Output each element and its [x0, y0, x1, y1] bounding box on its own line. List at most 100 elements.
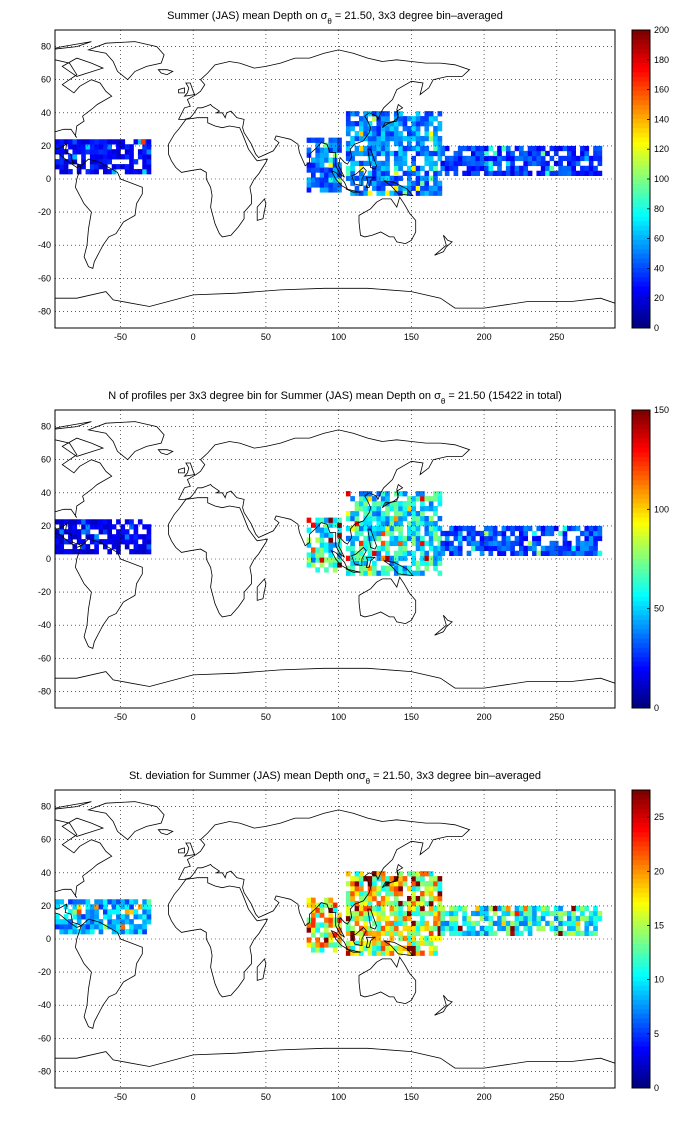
bin-cell	[142, 534, 147, 540]
bin-cell	[571, 905, 577, 912]
bin-cell	[519, 525, 524, 532]
bin-cell	[497, 550, 502, 556]
bin-cell	[89, 919, 95, 925]
bin-cell	[407, 915, 412, 922]
bin-cell	[484, 535, 489, 542]
bin-cell	[324, 542, 329, 548]
bin-cell	[385, 116, 390, 122]
bin-cell	[567, 525, 572, 532]
bin-cell	[345, 905, 351, 912]
bin-cell	[523, 550, 529, 556]
bin-cell	[376, 111, 382, 117]
bin-cell	[332, 932, 338, 938]
bin-cell	[363, 121, 369, 127]
bin-cell	[142, 904, 147, 910]
bin-cell	[479, 150, 485, 157]
bin-cell	[437, 895, 443, 902]
bin-cell	[532, 540, 537, 547]
bin-cell	[433, 555, 438, 561]
bin-cell	[107, 144, 113, 150]
bin-cell	[319, 162, 325, 168]
bin-cell	[428, 185, 434, 191]
bin-cell	[536, 905, 542, 912]
bin-cell	[311, 927, 316, 933]
bin-cell	[457, 535, 463, 542]
colorbar-step	[632, 619, 650, 625]
bin-cell	[444, 925, 450, 932]
bin-cell	[407, 170, 412, 176]
bin-cell	[72, 914, 78, 920]
bin-cell	[306, 152, 312, 158]
bin-cell	[324, 527, 329, 533]
colorbar-step	[632, 323, 650, 329]
bin-cell	[372, 170, 377, 176]
colorbar-step	[632, 971, 650, 977]
bin-cell	[398, 915, 403, 922]
bin-cell	[332, 522, 338, 528]
bin-cell	[98, 164, 104, 170]
bin-cell	[411, 550, 417, 556]
bin-cell	[89, 534, 95, 540]
bin-cell	[354, 890, 360, 897]
colorbar-step	[632, 1027, 650, 1033]
bin-cell	[55, 899, 60, 905]
bin-cell	[420, 185, 425, 191]
coastline	[367, 148, 377, 170]
bin-cell	[437, 515, 443, 522]
bin-cell	[420, 570, 425, 576]
bin-cell	[420, 535, 425, 542]
bin-cell	[116, 139, 121, 145]
bin-cell	[549, 170, 555, 176]
bin-cell	[380, 876, 386, 882]
colorbar-step	[632, 929, 650, 935]
bin-cell	[415, 945, 421, 951]
bin-cell	[536, 925, 542, 932]
bin-cell	[59, 164, 65, 170]
bin-cell	[393, 925, 399, 932]
bin-cell	[424, 920, 430, 927]
bin-cell	[424, 910, 430, 917]
bin-cell	[315, 937, 321, 943]
bin-cell	[519, 550, 524, 556]
bin-cell	[411, 501, 417, 507]
bin-cell	[345, 150, 351, 157]
bin-cell	[55, 159, 60, 165]
bin-cell	[437, 145, 443, 152]
bin-cell	[558, 155, 563, 162]
bin-cell	[479, 535, 485, 542]
bin-cell	[363, 876, 369, 882]
bin-cell	[393, 550, 399, 556]
bin-cell	[72, 159, 78, 165]
bin-cell	[411, 871, 417, 877]
bin-cell	[376, 940, 382, 946]
bin-cell	[332, 152, 338, 158]
bin-cell	[420, 545, 425, 552]
bin-cell	[497, 915, 502, 922]
bin-cell	[428, 876, 434, 882]
x-tick-label: 150	[404, 1092, 419, 1102]
bin-cell	[94, 924, 99, 930]
bin-cell	[398, 111, 403, 117]
bin-cell	[484, 170, 489, 176]
bin-cell	[497, 170, 502, 176]
bin-cell	[345, 940, 351, 946]
bin-cell	[345, 510, 351, 517]
bin-cell	[59, 154, 65, 160]
bin-cell	[332, 907, 338, 913]
bin-cell	[354, 506, 360, 512]
bin-cell	[567, 165, 572, 172]
bin-cell	[558, 905, 563, 912]
bin-cell	[415, 150, 421, 157]
bin-cell	[380, 930, 386, 936]
bin-cell	[85, 544, 91, 550]
bin-cell	[367, 910, 373, 917]
bin-cell	[437, 111, 443, 117]
bin-cell	[415, 545, 421, 552]
bin-cell	[306, 187, 312, 193]
colorbar-step	[632, 493, 650, 499]
bin-cell	[407, 935, 412, 941]
bin-cell	[107, 169, 113, 175]
bin-cell	[345, 170, 351, 176]
bin-cell	[146, 909, 152, 915]
bin-cell	[393, 876, 399, 882]
